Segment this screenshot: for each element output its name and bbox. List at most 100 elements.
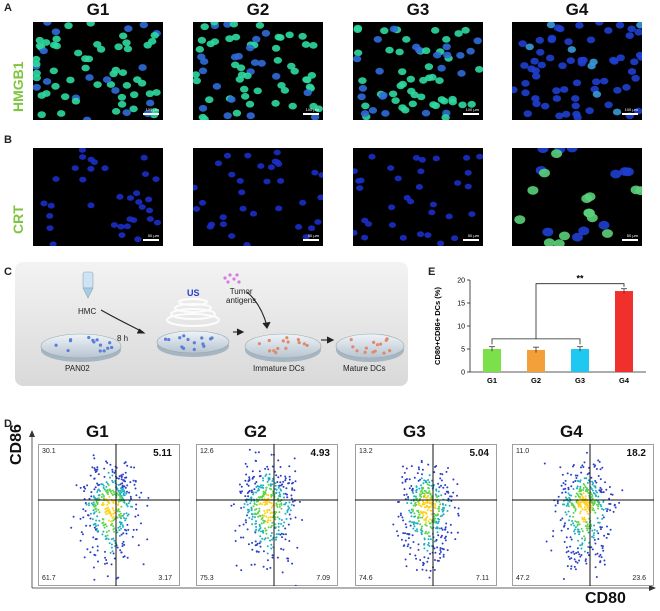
event-dot [121,525,124,528]
event-dot [581,543,583,546]
cell-nucleus [625,32,634,39]
event-dot [423,542,426,545]
event-dot [95,510,98,513]
cell-nucleus [37,92,46,99]
event-dot [281,571,284,574]
scale-bar-label: 100 μm [145,107,159,112]
event-dot [276,503,278,506]
event-dot [441,528,444,531]
event-dot [104,535,107,538]
event-dot [423,538,426,541]
cell-nucleus [556,25,565,33]
event-dot [124,486,127,489]
cell-nucleus [389,25,399,33]
event-dot [598,555,601,558]
event-dot [96,489,99,492]
event-dot [576,474,579,477]
event-dot [119,489,122,492]
event-dot [117,500,120,503]
event-dot [88,497,91,500]
event-dot [247,484,250,487]
event-dot [128,500,131,503]
event-dot [289,517,292,520]
event-dot [396,530,398,533]
event-dot [98,519,101,522]
event-dot [105,460,108,463]
event-dot [242,536,245,539]
event-dot [452,491,455,494]
event-dot [425,512,428,515]
event-dot [123,462,126,465]
cell-nucleus [277,82,286,89]
event-dot [256,542,259,545]
cell-nucleus [457,70,466,77]
event-dot [123,543,126,546]
event-dot [123,513,126,515]
dish-cell [102,349,106,353]
cell-nucleus [358,85,368,92]
event-dot [294,480,297,483]
event-dot [126,556,129,559]
event-dot [568,500,571,503]
cell-nucleus [616,54,625,62]
cell-nucleus [551,149,563,158]
event-dot [575,477,578,479]
event-dot [587,531,590,534]
event-dot [545,540,548,543]
event-dot [424,501,427,504]
event-dot [113,511,116,514]
event-dot [586,503,589,506]
cell-nucleus [445,213,453,220]
event-dot [569,536,572,539]
event-dot [581,464,584,467]
event-dot [108,495,111,498]
event-dot [570,551,573,554]
event-dot [442,506,445,509]
event-dot [110,538,113,541]
event-dot [422,495,425,498]
event-dot [603,563,606,566]
scale-bar [143,113,159,115]
event-dot [585,521,588,524]
cell-nucleus [373,36,382,43]
event-dot [278,505,281,508]
event-dot [597,459,600,462]
event-dot [591,529,594,532]
event-dot [267,468,270,471]
event-dot [274,488,277,490]
event-dot [106,488,109,491]
event-dot [111,517,114,519]
event-dot [580,471,583,474]
cell-nucleus [230,53,240,61]
cell-nucleus [537,148,549,154]
event-dot [570,538,573,541]
cell-nucleus [122,82,132,89]
cell-nucleus [566,57,575,64]
cell-nucleus [613,86,622,94]
event-dot [252,505,255,508]
event-dot [587,527,590,530]
event-dot [96,466,99,469]
event-dot [97,497,100,500]
event-dot [606,525,608,528]
event-dot [446,486,449,489]
cell-nucleus [124,25,133,32]
cell-nucleus [101,165,109,172]
event-dot [255,491,257,494]
event-dot [569,545,572,548]
event-dot [599,486,602,489]
event-dot [284,527,287,530]
cell-nucleus [123,223,131,230]
event-dot [280,519,283,521]
event-dot [457,507,460,510]
cell-nucleus [448,98,457,106]
event-dot [585,477,588,480]
event-dot [93,488,96,491]
event-dot [239,492,242,494]
event-dot [577,539,580,542]
event-dot [579,555,582,558]
event-dot [418,468,420,471]
cell-nucleus [240,85,249,93]
event-dot [409,524,412,527]
